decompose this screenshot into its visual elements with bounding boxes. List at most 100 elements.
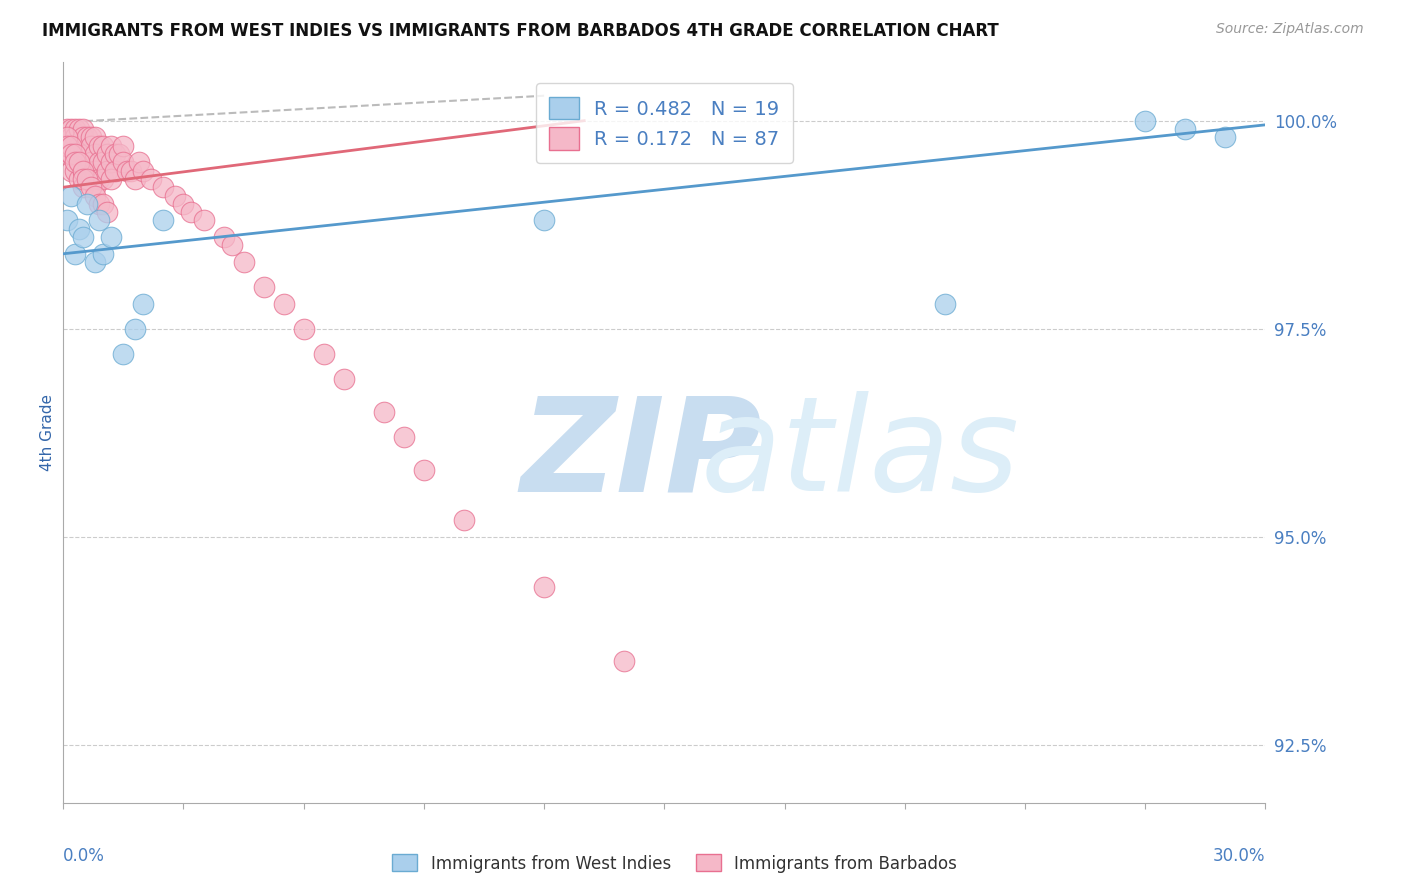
Point [104, 147, 127, 161]
Point [89, 172, 111, 186]
Point [165, 188, 187, 202]
Point [56, 213, 79, 227]
Point [76, 163, 98, 178]
Point [132, 296, 155, 310]
Point [56, 138, 79, 153]
Point [221, 238, 243, 252]
Point [93, 172, 115, 186]
Point [533, 213, 555, 227]
Point [80, 130, 103, 145]
Point [60, 122, 83, 136]
Point [89, 138, 111, 153]
Point [108, 147, 131, 161]
Point [72, 163, 94, 178]
Point [72, 180, 94, 194]
Point [112, 155, 135, 169]
Point [124, 172, 146, 186]
Point [613, 654, 636, 668]
Point [72, 172, 94, 186]
Point [56, 130, 79, 145]
Point [67, 138, 90, 153]
Point [65, 155, 87, 169]
Point [76, 197, 98, 211]
Point [84, 255, 107, 269]
Point [96, 147, 118, 161]
Point [93, 246, 115, 260]
Point [112, 346, 135, 360]
Point [84, 130, 107, 145]
Text: atlas: atlas [700, 392, 1019, 518]
Point [80, 138, 103, 153]
Point [333, 371, 356, 385]
Text: IMMIGRANTS FROM WEST INDIES VS IMMIGRANTS FROM BARBADOS 4TH GRADE CORRELATION CH: IMMIGRANTS FROM WEST INDIES VS IMMIGRANT… [42, 22, 998, 40]
Point [180, 205, 202, 219]
Point [132, 163, 155, 178]
Point [112, 138, 135, 153]
Point [65, 147, 87, 161]
Point [1215, 130, 1237, 145]
Point [193, 213, 215, 227]
Point [67, 155, 90, 169]
Point [56, 138, 79, 153]
Point [100, 230, 122, 244]
Legend: Immigrants from West Indies, Immigrants from Barbados: Immigrants from West Indies, Immigrants … [385, 847, 965, 880]
Point [65, 122, 87, 136]
Point [152, 213, 174, 227]
Point [104, 163, 127, 178]
Point [253, 280, 276, 294]
Point [120, 163, 142, 178]
Point [60, 163, 83, 178]
Y-axis label: 4th Grade: 4th Grade [39, 394, 55, 471]
Point [60, 130, 83, 145]
Point [533, 580, 555, 594]
Point [56, 122, 79, 136]
Point [65, 147, 87, 161]
Point [453, 513, 475, 527]
Point [84, 180, 107, 194]
Point [89, 213, 111, 227]
Text: ZIP: ZIP [520, 392, 762, 518]
Point [392, 430, 415, 444]
Point [128, 155, 150, 169]
Point [80, 172, 103, 186]
Point [273, 296, 295, 310]
Point [67, 155, 90, 169]
Text: Source: ZipAtlas.com: Source: ZipAtlas.com [1216, 22, 1364, 37]
Point [80, 180, 103, 194]
Point [232, 255, 254, 269]
Text: 30.0%: 30.0% [1213, 847, 1265, 865]
Point [96, 205, 118, 219]
Point [117, 163, 139, 178]
Point [60, 138, 83, 153]
Point [76, 147, 98, 161]
Point [84, 163, 107, 178]
Point [212, 230, 235, 244]
Point [65, 130, 87, 145]
Point [56, 147, 79, 161]
Point [100, 155, 122, 169]
Point [67, 222, 90, 236]
Point [100, 172, 122, 186]
Point [60, 188, 83, 202]
Point [292, 321, 315, 335]
Point [373, 405, 395, 419]
Point [72, 147, 94, 161]
Point [60, 147, 83, 161]
Point [124, 321, 146, 335]
Point [312, 346, 335, 360]
Point [72, 230, 94, 244]
Point [76, 172, 98, 186]
Legend: R = 0.482   N = 19, R = 0.172   N = 87: R = 0.482 N = 19, R = 0.172 N = 87 [536, 83, 793, 163]
Point [72, 163, 94, 178]
Point [413, 463, 436, 477]
Point [84, 188, 107, 202]
Point [84, 147, 107, 161]
Point [1174, 122, 1197, 136]
Point [65, 163, 87, 178]
Point [93, 197, 115, 211]
Point [72, 122, 94, 136]
Point [60, 147, 83, 161]
Point [96, 163, 118, 178]
Point [172, 197, 194, 211]
Point [100, 138, 122, 153]
